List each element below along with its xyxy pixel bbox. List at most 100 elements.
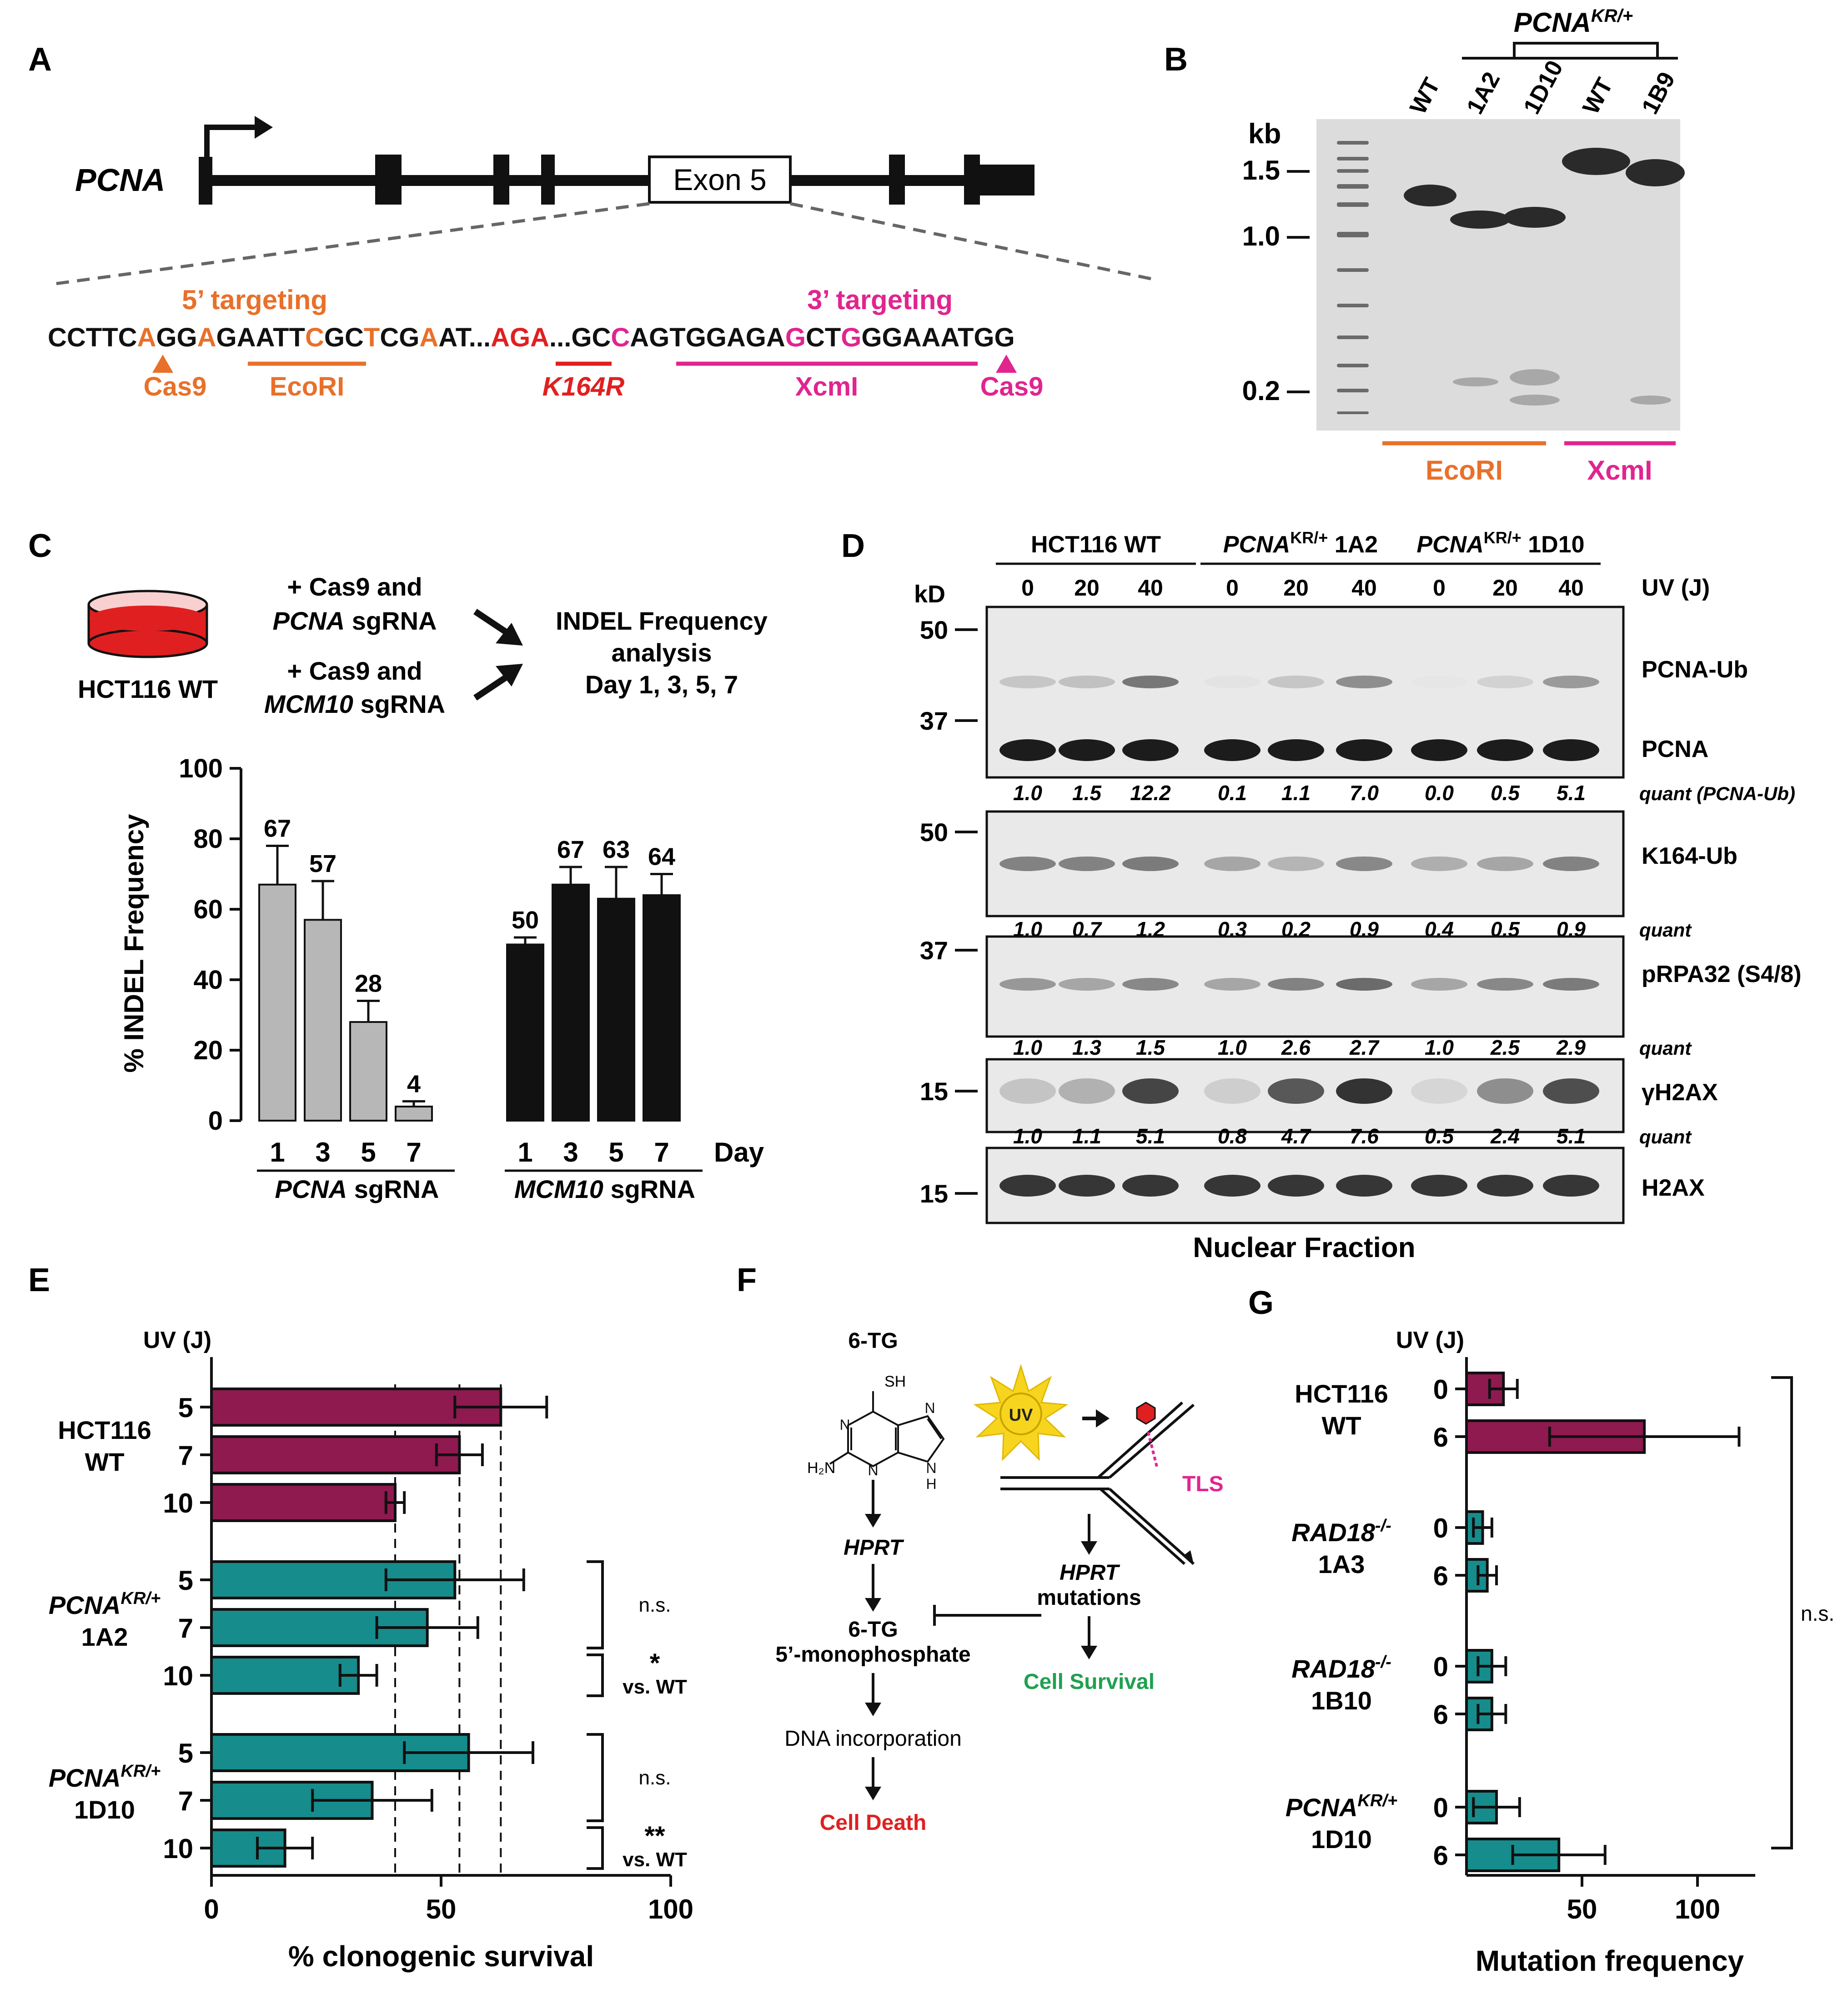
uv-dose: 40 [1138, 575, 1163, 601]
sig-ns: n.s. [639, 1594, 671, 1616]
group-clone: 1D10 [1522, 531, 1585, 558]
cell-survival-label: Cell Survival [1024, 1670, 1155, 1694]
blot-band [1122, 739, 1179, 761]
group-gene: RAD18 [1291, 1654, 1375, 1683]
group-sup: KR/+ [121, 1589, 161, 1608]
quant-label: quant [1639, 919, 1692, 941]
y-tick-label: 7 [178, 1613, 193, 1643]
uv-header-g: UV (J) [1396, 1327, 1464, 1353]
quant-value: 2.4 [1490, 1124, 1520, 1148]
panel-b: PCNAKR/+ WT 1A2 1D10 WT 1B9 kb 1.51.00.2 [1242, 6, 1685, 486]
group-name: HCT116 WT [1031, 531, 1161, 558]
panel-letters: A B C D E F G [28, 41, 1274, 1321]
data-label: 64 [648, 843, 675, 871]
gel-bands [1404, 148, 1685, 229]
group-label-line1: RAD18-/- [1291, 1516, 1391, 1547]
blot-label: PCNA-Ub [1642, 656, 1748, 683]
mutation-line1: HPRT [1060, 1561, 1120, 1585]
blot-band [1204, 857, 1260, 871]
blot-band [1543, 739, 1599, 761]
sig-bracket [587, 1826, 604, 1870]
kd-marker: 50 [920, 818, 948, 847]
mutation-frequency-chart: 50 100 Mutation frequency 0 6 0 6 0 6 0 6 [1433, 1357, 1755, 1977]
cas9-left-arrowhead-icon [152, 355, 173, 373]
blot-band [1411, 676, 1467, 688]
group-label-line2: 1A3 [1318, 1550, 1365, 1578]
kd-marker: 50 [920, 616, 948, 644]
blot-band [1477, 676, 1533, 688]
svg-text:H: H [926, 1476, 936, 1492]
blot-band [1336, 857, 1392, 871]
quant-label: quant (PCNA-Ub) [1639, 783, 1795, 804]
mutation-group-labels: HCT116WTRAD18-/-1A3RAD18-/-1B10PCNAKR/+1… [1286, 1379, 1397, 1854]
quant-value: 1.0 [1013, 1036, 1042, 1059]
blot-band [1122, 978, 1179, 991]
gel-lane-label: WT [1577, 74, 1618, 119]
sequence-segment: C [305, 323, 324, 352]
result-line2: analysis [611, 638, 712, 667]
data-label: 63 [603, 836, 630, 863]
panel-letter-g: G [1248, 1285, 1274, 1321]
group-label-line2: 1A2 [81, 1623, 128, 1651]
sig-bracket [587, 1653, 604, 1697]
target3-label: 3’ targeting [807, 285, 953, 315]
survival-group-labels: HCT116WTPCNAKR/+1A2PCNAKR/+1D10n.s.*vs. … [49, 1416, 687, 1871]
kd-label: kD [914, 581, 945, 608]
step2-line2: MCM10 sgRNA [264, 690, 445, 718]
day-axis-label: Day [714, 1137, 764, 1167]
blot-band [1543, 676, 1599, 688]
gel-marker-label: 0.2 [1242, 376, 1280, 406]
uv-dose: 0 [1226, 575, 1239, 601]
quant-value: 1.1 [1281, 781, 1311, 805]
cell-death-label: Cell Death [820, 1811, 927, 1835]
mutation-line2: mutations [1037, 1586, 1141, 1610]
blot-band [1411, 1078, 1467, 1104]
sequence-segment: C [611, 323, 630, 352]
blot-band [1543, 1078, 1599, 1104]
bar [210, 1435, 461, 1474]
blot-group-label: PCNAKR/+ 1D10 [1416, 528, 1584, 558]
blot-band [999, 857, 1056, 871]
quant-value: 4.7 [1281, 1124, 1311, 1148]
uv-dose-label: UV (J) [1642, 575, 1710, 601]
group-label-line1: RAD18-/- [1291, 1653, 1391, 1683]
panel-letter-d: D [841, 528, 865, 564]
blot-band [1268, 1175, 1324, 1197]
y-tick-label: 5 [178, 1738, 193, 1769]
quant-value: 12.2 [1130, 781, 1171, 805]
y-tick-label: 60 [193, 895, 223, 924]
h2n-label: H₂N [807, 1459, 835, 1477]
uv-dose: 0 [1433, 575, 1446, 601]
quant-value: 1.1 [1072, 1124, 1101, 1148]
y-tick-label: 7 [178, 1786, 193, 1816]
blot-band [1543, 1175, 1599, 1197]
y-tick-label: 40 [193, 965, 223, 995]
quant-value: 1.0 [1013, 781, 1042, 805]
panel-letter-f: F [737, 1262, 757, 1298]
group-clone: 1A2 [1328, 531, 1378, 558]
x-tick-label: 50 [426, 1894, 457, 1924]
y-tick-label: 6 [1433, 1699, 1448, 1730]
x-tick-label: 1 [270, 1137, 285, 1167]
panel-f: 6-TG SH H₂N N N N N H HPRT 6-TG 5’-monop… [775, 1329, 1223, 1835]
blot-band [1268, 676, 1324, 688]
x-tick-label: 1 [517, 1137, 532, 1167]
arrow-head-5 [1081, 1541, 1097, 1555]
panel-c: HCT116 WT + Cas9 and PCNA sgRNA + Cas9 a… [78, 572, 768, 1203]
x-axis-label: % clonogenic survival [288, 1940, 594, 1973]
bar [210, 1656, 360, 1695]
blot-band [1268, 978, 1324, 991]
cas9-right-arrowhead-icon [996, 355, 1017, 373]
quant-value: 2.7 [1349, 1036, 1380, 1059]
ecori-gel-label: EcoRI [1426, 455, 1503, 486]
group-label-line2: WT [85, 1448, 124, 1476]
blot-band [1122, 1175, 1179, 1197]
blot-band [1122, 676, 1179, 688]
kb-label: kb [1248, 118, 1281, 150]
sequence-segment: G [785, 323, 806, 352]
quant-value: 1.0 [1425, 1036, 1454, 1059]
gel-lane-label: 1A2 [1461, 68, 1505, 118]
y-tick-label: 6 [1433, 1840, 1448, 1871]
xcmi-label: XcmI [795, 372, 859, 401]
